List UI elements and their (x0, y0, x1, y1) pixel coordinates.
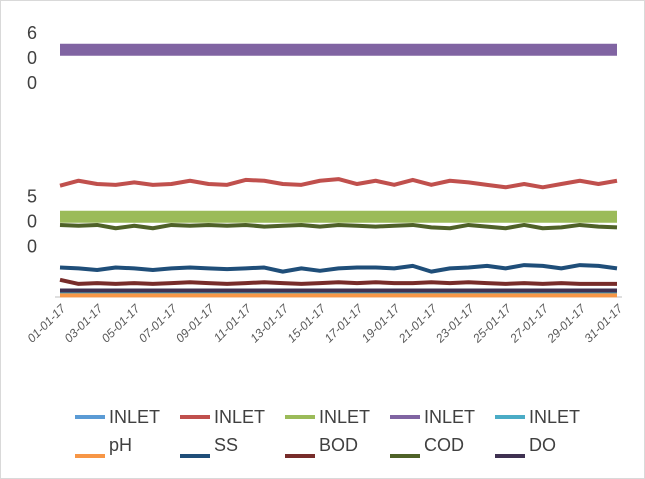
series-line (59, 263, 618, 274)
legend-label: pH (109, 435, 132, 455)
legend-label: SS (214, 435, 238, 455)
series-line (59, 277, 617, 286)
legend-label: BOD (319, 435, 358, 455)
legend-label: INLET (214, 407, 265, 427)
series-line (59, 222, 618, 231)
legend-label: COD (424, 435, 464, 455)
legend-label: INLET (424, 407, 475, 427)
legend-label: INLET (319, 407, 370, 427)
legend-label: INLET (109, 407, 160, 427)
series-line (59, 177, 618, 190)
legend-label: INLET (529, 407, 580, 427)
legend-label: DO (529, 435, 556, 455)
